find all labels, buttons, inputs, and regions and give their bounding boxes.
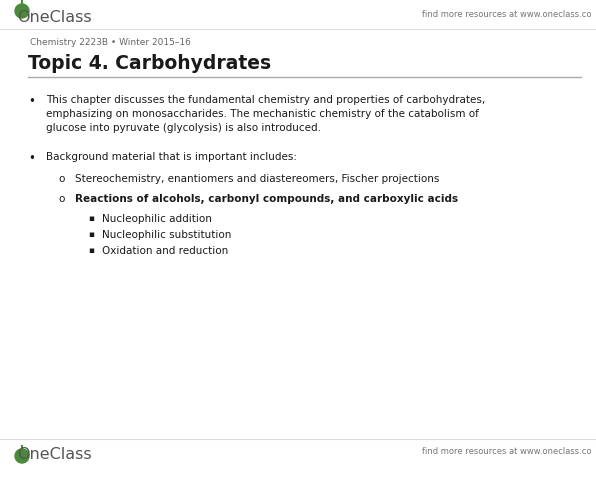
Text: This chapter discusses the fundamental chemistry and properties of carbohydrates: This chapter discusses the fundamental c…	[46, 95, 485, 105]
Text: ▪: ▪	[88, 245, 94, 255]
Text: •: •	[28, 95, 35, 108]
Text: Oxidation and reduction: Oxidation and reduction	[102, 245, 228, 256]
Text: o: o	[58, 194, 64, 204]
Circle shape	[15, 449, 29, 463]
Circle shape	[15, 5, 29, 19]
Text: glucose into pyruvate (glycolysis) is also introduced.: glucose into pyruvate (glycolysis) is al…	[46, 123, 321, 133]
Text: ▪: ▪	[88, 229, 94, 239]
Text: Topic 4. Carbohydrates: Topic 4. Carbohydrates	[28, 54, 271, 73]
Text: find more resources at www.oneclass.co: find more resources at www.oneclass.co	[421, 446, 591, 455]
Text: OneClass: OneClass	[17, 446, 92, 461]
Text: Nucleophilic substitution: Nucleophilic substitution	[102, 229, 231, 240]
Text: OneClass: OneClass	[17, 10, 92, 25]
Text: Stereochemistry, enantiomers and diastereomers, Fischer projections: Stereochemistry, enantiomers and diaster…	[75, 174, 439, 183]
Text: Chemistry 2223B • Winter 2015–16: Chemistry 2223B • Winter 2015–16	[30, 38, 191, 47]
Text: Reactions of alcohols, carbonyl compounds, and carboxylic acids: Reactions of alcohols, carbonyl compound…	[75, 194, 458, 204]
Text: Nucleophilic addition: Nucleophilic addition	[102, 213, 212, 224]
Text: ▪: ▪	[88, 213, 94, 223]
Text: •: •	[28, 151, 35, 165]
Text: Background material that is important includes:: Background material that is important in…	[46, 151, 297, 162]
Text: find more resources at www.oneclass.co: find more resources at www.oneclass.co	[421, 10, 591, 19]
Text: emphasizing on monosaccharides. The mechanistic chemistry of the catabolism of: emphasizing on monosaccharides. The mech…	[46, 109, 479, 119]
Text: o: o	[58, 174, 64, 183]
